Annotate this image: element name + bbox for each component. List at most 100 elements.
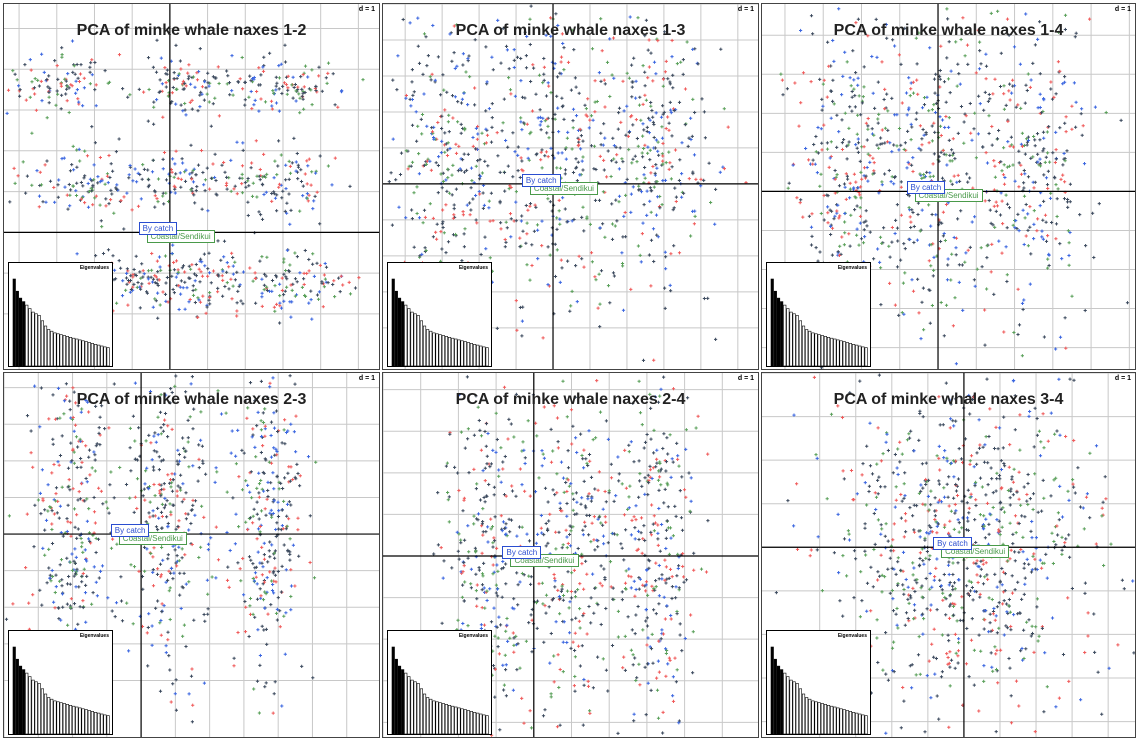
data-point	[534, 92, 538, 96]
data-point	[137, 87, 141, 91]
data-point	[493, 695, 497, 699]
data-point	[191, 703, 195, 707]
data-point	[259, 450, 263, 455]
data-point	[576, 160, 580, 164]
data-point	[243, 98, 247, 102]
data-point	[647, 131, 651, 135]
data-point	[638, 188, 642, 192]
data-point	[932, 268, 936, 272]
data-point	[48, 86, 52, 90]
data-point	[879, 303, 883, 307]
data-point	[886, 128, 890, 132]
data-point	[999, 160, 1003, 164]
data-point	[98, 180, 102, 184]
data-point	[298, 96, 302, 100]
data-point	[264, 681, 268, 685]
data-point	[556, 440, 560, 444]
data-point	[626, 615, 630, 619]
data-point	[269, 433, 273, 438]
data-point	[159, 268, 163, 272]
data-point	[76, 498, 80, 502]
data-point	[189, 82, 193, 86]
data-point	[401, 17, 405, 22]
data-point	[260, 487, 264, 491]
data-point	[69, 521, 73, 525]
data-point	[570, 289, 574, 293]
data-point	[812, 142, 816, 147]
data-point	[156, 599, 160, 603]
data-point	[963, 260, 967, 264]
data-point	[643, 440, 648, 444]
data-point	[457, 144, 461, 148]
data-point	[154, 525, 159, 529]
eigenvalue-bar	[37, 683, 41, 735]
data-point	[1011, 163, 1015, 167]
data-point	[561, 379, 565, 383]
data-point	[909, 138, 913, 142]
data-point	[141, 494, 145, 498]
data-point	[515, 328, 519, 332]
eigenvalue-bar	[31, 311, 35, 367]
data-point	[648, 158, 652, 162]
data-point	[176, 448, 180, 452]
data-point	[296, 85, 300, 89]
data-point	[682, 488, 687, 492]
eigenvalues-bars	[391, 278, 489, 367]
data-point	[614, 145, 618, 149]
data-point	[637, 587, 641, 591]
data-point	[76, 404, 80, 408]
data-point	[258, 663, 262, 667]
data-point	[287, 177, 291, 181]
data-point	[1054, 347, 1058, 351]
data-point	[920, 208, 924, 212]
data-point	[298, 474, 302, 478]
data-point	[494, 591, 498, 595]
data-point	[569, 529, 573, 533]
data-point	[391, 137, 395, 141]
data-point	[820, 108, 824, 112]
data-point	[1081, 124, 1085, 128]
data-point	[84, 476, 88, 481]
data-point	[1074, 100, 1078, 104]
data-point	[87, 410, 91, 414]
data-point	[70, 417, 75, 421]
data-point	[565, 220, 569, 224]
data-point	[918, 124, 922, 128]
data-point	[547, 605, 551, 609]
data-point	[1011, 223, 1015, 227]
data-point	[71, 70, 75, 74]
data-point	[940, 176, 945, 180]
data-point	[481, 191, 485, 195]
data-point	[409, 164, 413, 168]
data-point	[822, 78, 826, 82]
data-point	[48, 505, 52, 509]
data-point	[119, 266, 123, 270]
data-point	[1046, 266, 1050, 270]
data-point	[573, 631, 577, 635]
data-point	[549, 91, 553, 95]
data-point	[168, 502, 172, 506]
data-point	[155, 38, 159, 42]
data-point	[193, 300, 197, 305]
data-point	[840, 235, 844, 239]
data-point	[699, 177, 703, 181]
data-point	[107, 511, 111, 515]
data-point	[446, 141, 450, 145]
data-point	[972, 127, 976, 131]
data-point	[939, 300, 943, 305]
data-point	[303, 248, 307, 253]
eigenvalue-bar	[97, 712, 101, 735]
data-point	[655, 233, 659, 237]
data-point	[474, 218, 478, 222]
data-point	[179, 177, 183, 181]
data-point	[838, 244, 842, 248]
data-point	[309, 298, 313, 302]
eigenvalue-bar	[68, 337, 73, 367]
data-point	[81, 184, 85, 188]
data-point	[119, 599, 124, 603]
data-point	[37, 205, 41, 209]
data-point	[861, 241, 866, 245]
data-point	[661, 632, 666, 636]
data-point	[502, 493, 507, 497]
data-point	[440, 126, 444, 131]
